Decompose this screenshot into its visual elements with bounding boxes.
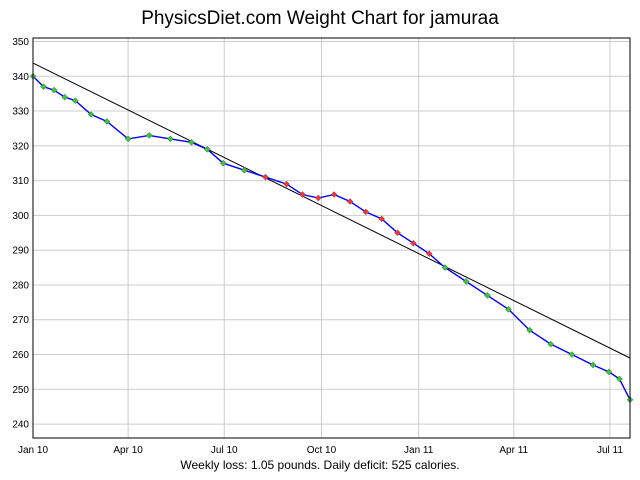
x-tick-label: Jul 10 bbox=[211, 445, 238, 456]
data-point bbox=[330, 191, 338, 198]
x-tick-label: Apr 10 bbox=[113, 445, 143, 456]
data-point bbox=[71, 97, 79, 104]
x-tick-label: Jan 10 bbox=[18, 445, 48, 456]
fit-line bbox=[32, 62, 631, 359]
trend-line-group bbox=[32, 75, 631, 401]
y-tick-label: 300 bbox=[12, 211, 29, 222]
y-tick-label: 310 bbox=[12, 176, 29, 187]
data-point bbox=[378, 215, 386, 223]
y-tick-labels: 240 250 260 270 280 290 300 310 320 330 340 350 bbox=[12, 37, 29, 431]
y-tick-label: 250 bbox=[12, 385, 29, 396]
data-point bbox=[505, 305, 512, 313]
data-point bbox=[87, 111, 95, 118]
data-point bbox=[145, 132, 153, 139]
data-point bbox=[219, 159, 227, 167]
plot-frame bbox=[32, 37, 631, 439]
data-point bbox=[441, 264, 449, 271]
y-tick-label: 280 bbox=[12, 280, 29, 291]
data-point bbox=[283, 180, 290, 188]
x-tick-labels: Jan 10 Apr 10 Jul 10 Oct 10 Jan 11 Apr 11 Jul … bbox=[18, 445, 623, 456]
data-point bbox=[589, 361, 597, 369]
data-point bbox=[484, 292, 491, 299]
data-point bbox=[425, 250, 433, 258]
data-point bbox=[103, 118, 111, 125]
chart-title: PhysicsDiet.com Weight Chart for jamuraa bbox=[141, 8, 499, 29]
chart-footer: Weekly loss: 1.05 pounds. Daily deficit:… bbox=[180, 458, 460, 472]
x-tick-label: Jul 11 bbox=[597, 445, 623, 456]
y-tick-label: 340 bbox=[12, 72, 29, 83]
data-point bbox=[50, 86, 58, 94]
data-point bbox=[410, 239, 417, 247]
data-point bbox=[616, 375, 623, 383]
data-point bbox=[124, 135, 132, 143]
y-tick-label: 290 bbox=[12, 246, 29, 257]
data-point bbox=[547, 340, 555, 348]
y-tick-label: 320 bbox=[12, 141, 29, 152]
data-point bbox=[262, 173, 269, 181]
y-tick-label: 240 bbox=[12, 420, 29, 431]
data-point bbox=[462, 278, 470, 285]
x-tick-label: Apr 11 bbox=[499, 445, 528, 456]
data-point bbox=[240, 166, 248, 174]
data-point bbox=[61, 93, 69, 101]
data-point bbox=[568, 351, 576, 358]
data-point bbox=[346, 198, 354, 205]
data-point bbox=[605, 368, 613, 376]
grid-lines bbox=[32, 38, 630, 438]
x-tick-label: Oct 10 bbox=[307, 445, 337, 456]
y-tick-label: 330 bbox=[12, 107, 29, 118]
data-point bbox=[362, 208, 370, 216]
data-point bbox=[203, 145, 211, 153]
x-tick-label: Jan 11 bbox=[404, 445, 434, 456]
fit-line-group bbox=[32, 62, 631, 359]
data-point bbox=[40, 83, 47, 91]
y-tick-label: 270 bbox=[12, 315, 29, 326]
data-point bbox=[167, 135, 174, 143]
trend-line bbox=[32, 75, 631, 401]
data-point bbox=[314, 194, 322, 202]
y-tick-label: 260 bbox=[12, 350, 29, 361]
data-point bbox=[394, 229, 401, 237]
data-point bbox=[526, 326, 533, 334]
data-point bbox=[188, 138, 195, 146]
data-point bbox=[299, 191, 306, 198]
data-points bbox=[29, 72, 634, 404]
y-tick-label: 350 bbox=[12, 37, 29, 48]
